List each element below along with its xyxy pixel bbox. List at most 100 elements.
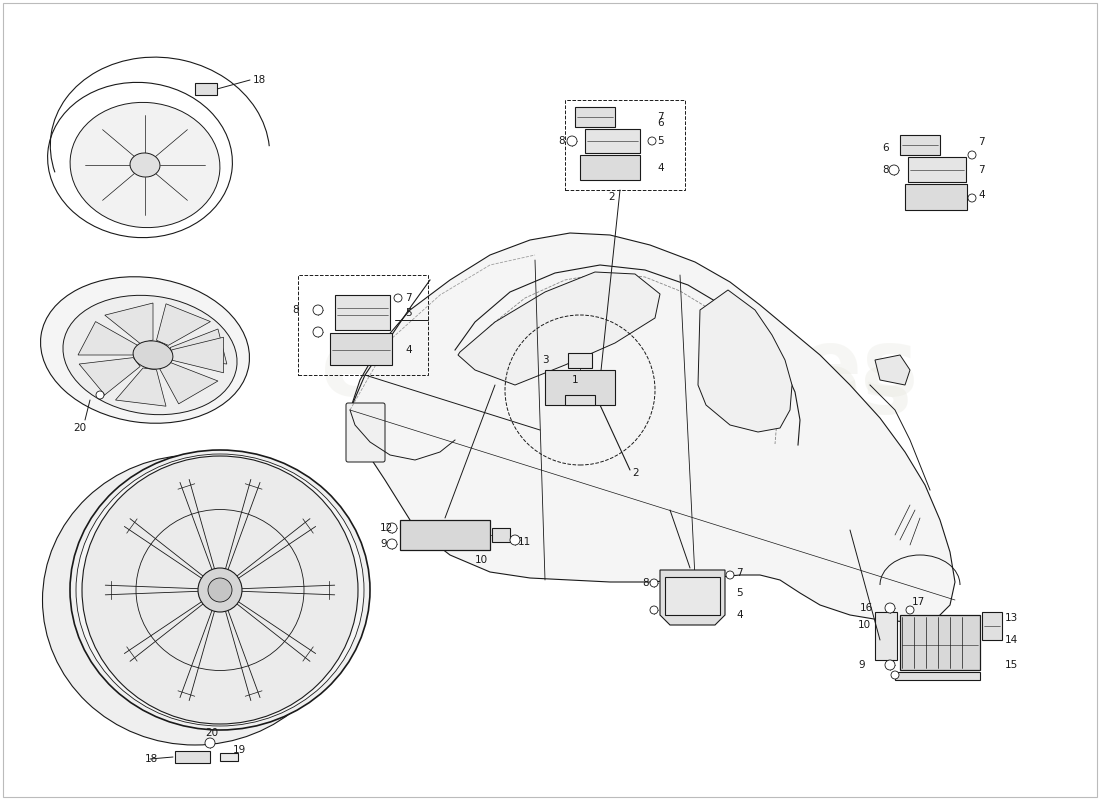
Ellipse shape	[63, 295, 236, 414]
Circle shape	[891, 671, 899, 679]
Bar	[585, 129, 640, 153]
Bar	[492, 528, 510, 542]
Ellipse shape	[130, 153, 159, 177]
Bar	[666, 577, 720, 615]
Text: 13: 13	[1005, 613, 1019, 623]
Text: 11: 11	[518, 537, 531, 547]
Text: 4: 4	[978, 190, 984, 200]
Text: 2: 2	[632, 468, 639, 478]
Polygon shape	[78, 322, 138, 355]
Ellipse shape	[70, 450, 370, 730]
Text: 18: 18	[253, 75, 266, 85]
Bar	[908, 157, 966, 182]
Polygon shape	[170, 329, 227, 364]
Polygon shape	[160, 362, 218, 404]
Text: 5: 5	[736, 588, 743, 598]
Bar	[330, 333, 392, 365]
Text: 7: 7	[405, 293, 411, 303]
Text: 5: 5	[405, 308, 411, 318]
Text: 20: 20	[74, 423, 87, 433]
Text: 12: 12	[379, 523, 394, 533]
Bar	[175, 751, 210, 763]
Circle shape	[889, 165, 899, 175]
Circle shape	[566, 136, 578, 146]
Text: eurospares: eurospares	[321, 324, 918, 416]
Bar	[982, 612, 1002, 640]
Bar	[298, 275, 428, 375]
Text: 10: 10	[475, 555, 488, 565]
Bar	[568, 353, 592, 368]
Text: 8: 8	[558, 136, 564, 146]
Circle shape	[648, 137, 656, 145]
Polygon shape	[116, 368, 166, 406]
Polygon shape	[350, 233, 955, 622]
Polygon shape	[660, 570, 725, 625]
Bar	[400, 520, 490, 550]
Circle shape	[650, 579, 658, 587]
Ellipse shape	[76, 454, 364, 726]
Text: 4: 4	[657, 163, 663, 173]
Circle shape	[314, 305, 323, 315]
Text: 1: 1	[572, 375, 579, 385]
Circle shape	[314, 327, 323, 337]
Text: 8: 8	[882, 165, 889, 175]
Bar	[565, 100, 685, 190]
Circle shape	[726, 571, 734, 579]
Text: 16: 16	[860, 603, 873, 613]
Text: 4: 4	[736, 610, 743, 620]
Bar	[905, 184, 967, 210]
Ellipse shape	[43, 455, 348, 745]
Circle shape	[205, 738, 214, 748]
Bar	[220, 753, 238, 761]
Circle shape	[510, 535, 520, 545]
Text: 20: 20	[205, 728, 218, 738]
Text: 9: 9	[858, 660, 865, 670]
Circle shape	[394, 294, 402, 302]
Bar	[895, 672, 980, 680]
Circle shape	[906, 606, 914, 614]
Text: 7: 7	[978, 165, 984, 175]
Bar	[900, 135, 940, 155]
Polygon shape	[458, 272, 660, 385]
Text: 4: 4	[405, 345, 411, 355]
Text: 2: 2	[608, 192, 615, 202]
Bar	[544, 370, 615, 405]
Text: 7: 7	[657, 112, 663, 122]
Text: eurospares: eurospares	[367, 349, 912, 431]
Circle shape	[968, 151, 976, 159]
Text: 5: 5	[657, 136, 663, 146]
Text: 9: 9	[379, 539, 386, 549]
Ellipse shape	[133, 341, 173, 369]
Text: a passion for parts: a passion for parts	[351, 393, 608, 487]
Text: 15: 15	[1005, 660, 1019, 670]
Ellipse shape	[82, 456, 358, 724]
Polygon shape	[79, 358, 140, 395]
Circle shape	[208, 578, 232, 602]
Text: 6: 6	[882, 143, 889, 153]
Text: 7: 7	[978, 137, 984, 147]
Circle shape	[650, 606, 658, 614]
Text: 6: 6	[657, 118, 663, 128]
Text: 18: 18	[145, 754, 158, 764]
Circle shape	[886, 603, 895, 613]
Text: 8: 8	[642, 578, 649, 588]
Polygon shape	[698, 290, 792, 432]
Text: 17: 17	[912, 597, 925, 607]
Polygon shape	[874, 355, 910, 385]
Circle shape	[198, 568, 242, 612]
Bar	[195, 83, 217, 95]
Text: 19: 19	[233, 745, 246, 755]
Polygon shape	[104, 303, 153, 343]
Bar	[336, 295, 390, 330]
Text: 7: 7	[736, 568, 743, 578]
Bar	[874, 612, 896, 660]
Circle shape	[96, 391, 104, 399]
FancyBboxPatch shape	[346, 403, 385, 462]
Polygon shape	[172, 338, 223, 373]
Polygon shape	[156, 304, 210, 346]
Text: a passion for parts: a passion for parts	[394, 410, 626, 490]
Bar	[580, 155, 640, 180]
Circle shape	[387, 523, 397, 533]
Bar	[565, 395, 595, 405]
Ellipse shape	[41, 277, 250, 423]
